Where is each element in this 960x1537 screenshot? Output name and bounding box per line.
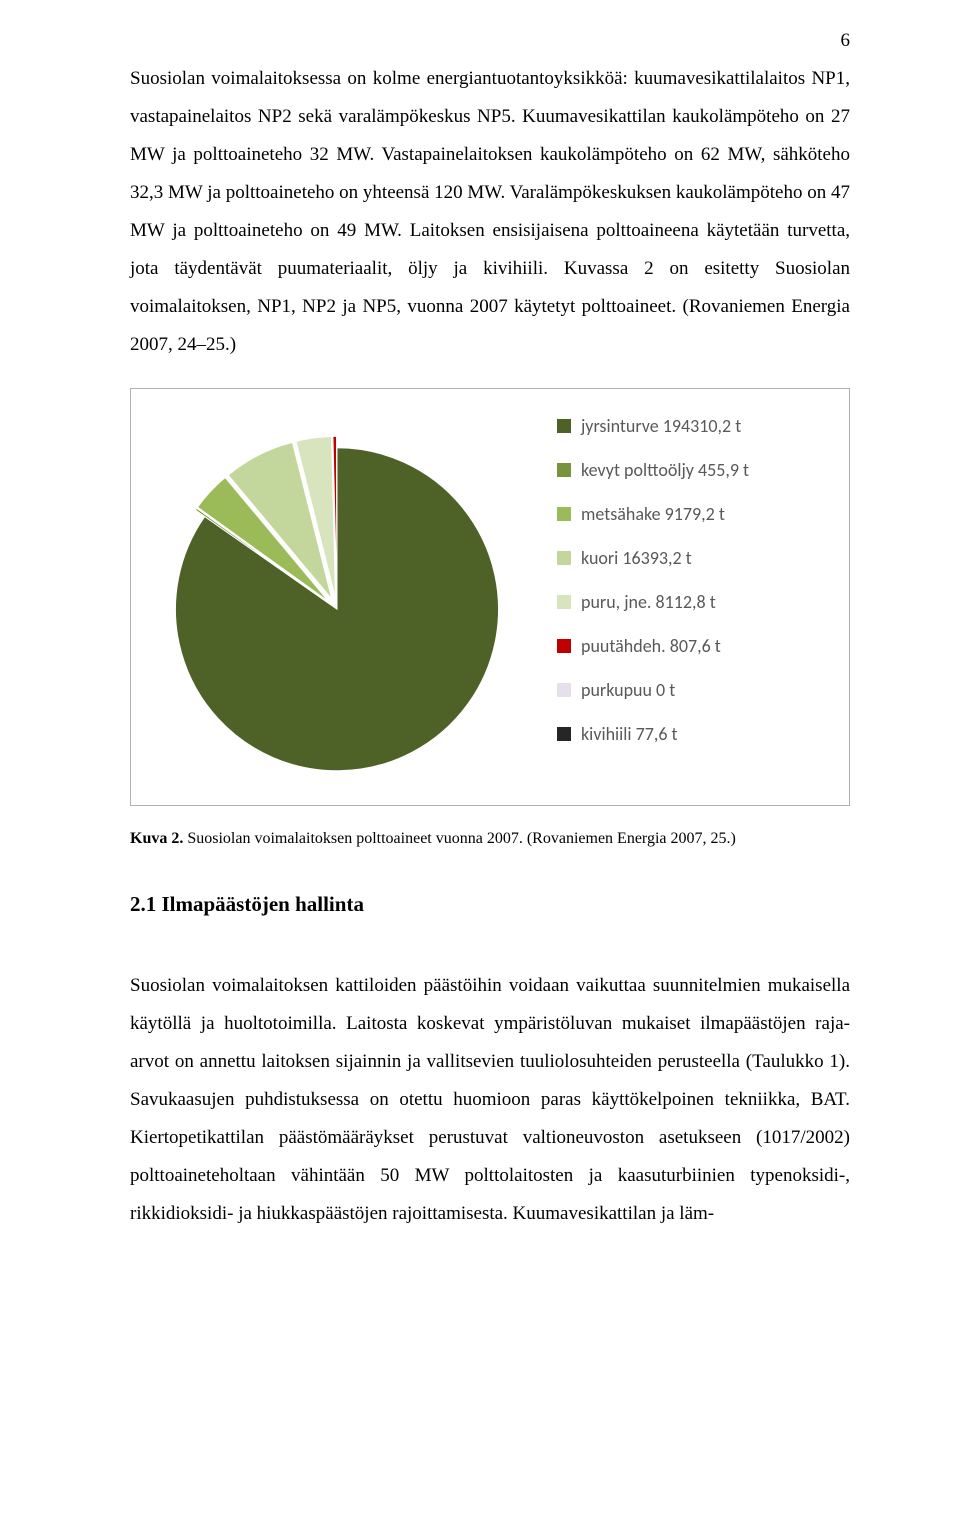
legend-label: puutähdeh. 807,6 t	[581, 635, 721, 657]
page-number: 6	[841, 30, 851, 52]
legend-swatch	[557, 463, 571, 477]
page: 6 Suosiolan voimalaitoksessa on kolme en…	[0, 0, 960, 1317]
paragraph-2: Suosiolan voimalaitoksen kattiloiden pää…	[130, 967, 850, 1233]
legend-item: purkupuu 0 t	[557, 679, 749, 701]
legend-swatch	[557, 595, 571, 609]
legend-item: jyrsinturve 194310,2 t	[557, 415, 749, 437]
paragraph-1: Suosiolan voimalaitoksessa on kolme ener…	[130, 60, 850, 364]
legend-item: kevyt polttoöljy 455,9 t	[557, 459, 749, 481]
legend-label: kuori 16393,2 t	[581, 547, 692, 569]
legend-label: purkupuu 0 t	[581, 679, 675, 701]
legend-item: kuori 16393,2 t	[557, 547, 749, 569]
legend-label: kivihiili 77,6 t	[581, 723, 678, 745]
chart-legend: jyrsinturve 194310,2 t kevyt polttoöljy 4…	[557, 405, 749, 745]
legend-label: puru, jne. 8112,8 t	[581, 591, 716, 613]
pie-chart	[147, 405, 527, 785]
figure-caption: Kuva 2. Suosiolan voimalaitoksen polttoa…	[130, 830, 850, 848]
legend-swatch	[557, 683, 571, 697]
legend-item: puutähdeh. 807,6 t	[557, 635, 749, 657]
legend-swatch	[557, 727, 571, 741]
legend-swatch	[557, 507, 571, 521]
legend-item: puru, jne. 8112,8 t	[557, 591, 749, 613]
legend-label: jyrsinturve 194310,2 t	[581, 415, 741, 437]
legend-label: metsähake 9179,2 t	[581, 503, 725, 525]
legend-swatch	[557, 551, 571, 565]
legend-swatch	[557, 419, 571, 433]
pie-svg	[147, 405, 527, 785]
legend-item: kivihiili 77,6 t	[557, 723, 749, 745]
legend-item: metsähake 9179,2 t	[557, 503, 749, 525]
legend-swatch	[557, 639, 571, 653]
chart-container: jyrsinturve 194310,2 t kevyt polttoöljy 4…	[130, 388, 850, 806]
legend-label: kevyt polttoöljy 455,9 t	[581, 459, 749, 481]
caption-bold: Kuva 2.	[130, 830, 183, 847]
section-heading: 2.1 Ilmapäästöjen hallinta	[130, 892, 850, 917]
caption-rest: Suosiolan voimalaitoksen polttoaineet vu…	[183, 830, 736, 847]
